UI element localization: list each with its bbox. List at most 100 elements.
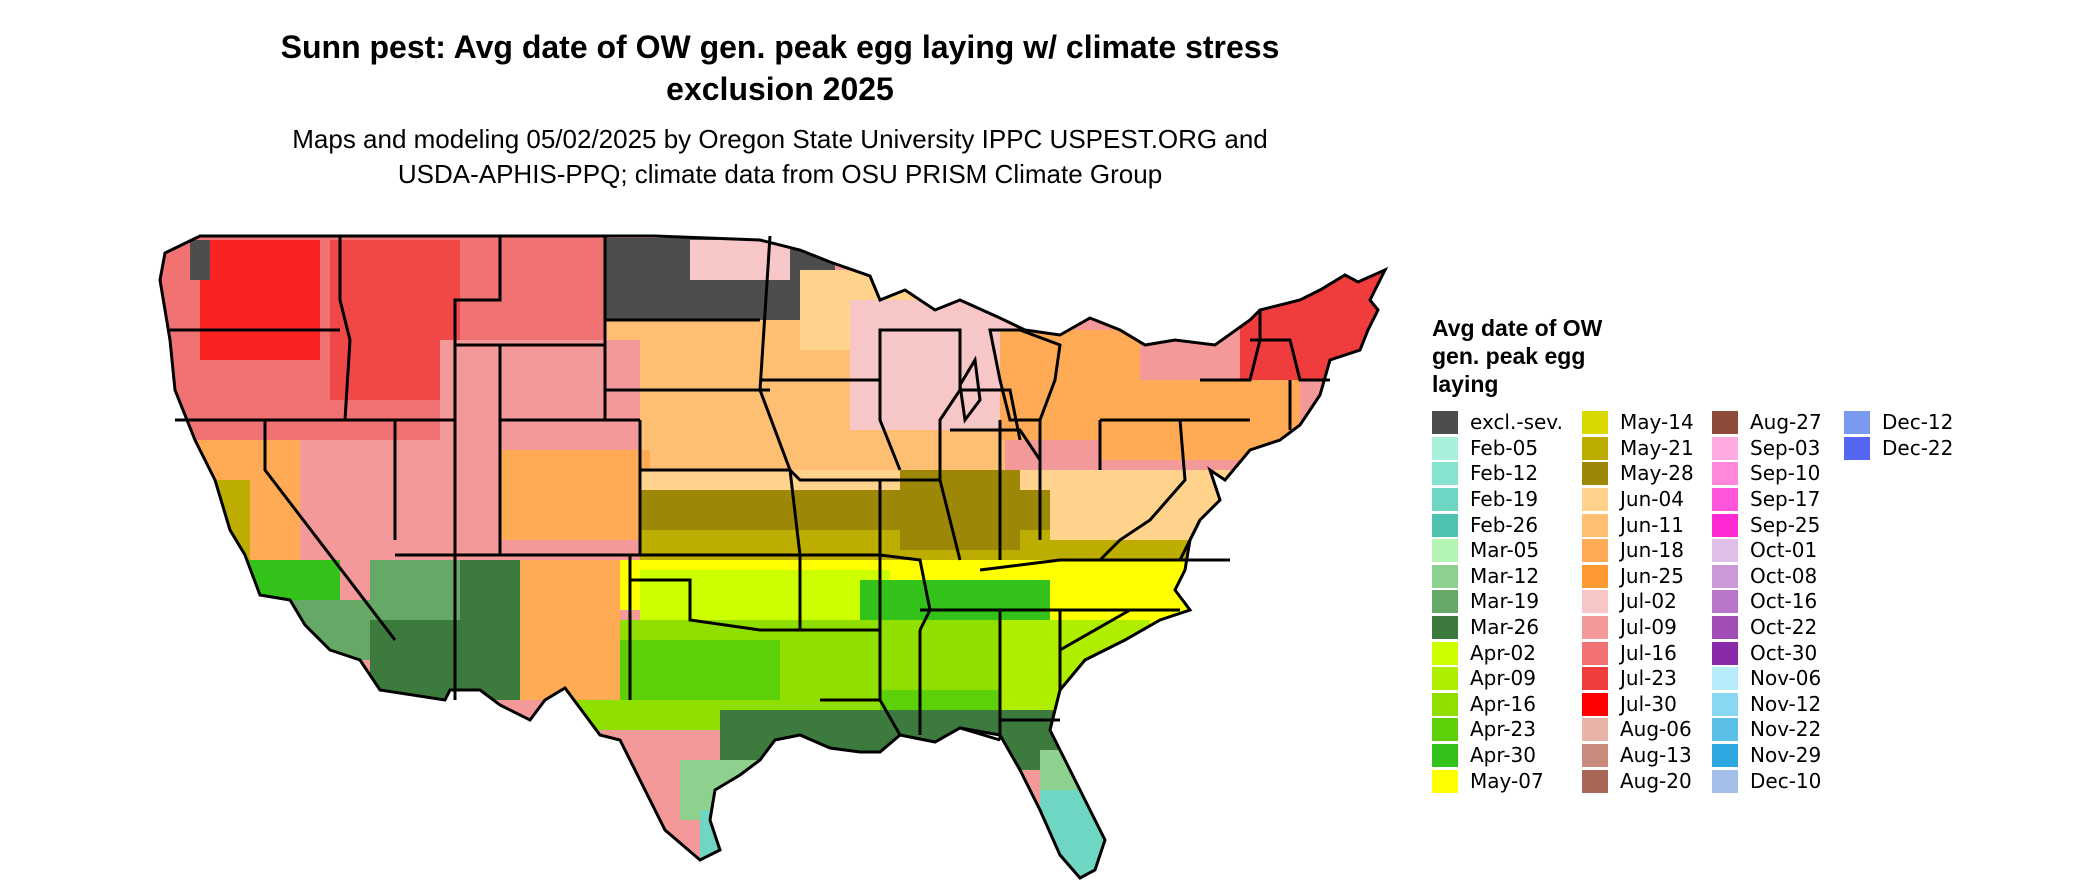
legend-label: Feb-19 — [1470, 487, 1539, 512]
legend-label: Dec-10 — [1750, 768, 1822, 793]
legend-label: May-07 — [1470, 768, 1544, 793]
legend-item: Nov-06 — [1712, 666, 1822, 692]
legend-swatch — [1432, 692, 1458, 716]
legend-swatch — [1432, 718, 1458, 742]
legend-label: Mar-19 — [1470, 589, 1540, 614]
legend-swatch — [1432, 769, 1458, 793]
legend-label: Feb-26 — [1470, 512, 1539, 537]
legend-item: Nov-22 — [1712, 717, 1822, 743]
legend-swatch — [1582, 744, 1608, 768]
legend-item: Apr-09 — [1432, 666, 1563, 692]
legend-label: May-21 — [1620, 435, 1694, 460]
legend-item: Oct-30 — [1712, 640, 1822, 666]
legend-swatch — [1712, 513, 1738, 537]
legend-title-line3: laying — [1432, 371, 1499, 397]
legend-label: Sep-17 — [1750, 487, 1821, 512]
legend-label: Oct-30 — [1750, 640, 1818, 665]
legend-swatch — [1712, 462, 1738, 486]
legend-swatch — [1432, 590, 1458, 614]
legend-swatch — [1712, 667, 1738, 691]
legend-item: Jul-09 — [1582, 615, 1694, 641]
legend-label: Jul-09 — [1620, 615, 1677, 640]
legend-swatch — [1432, 539, 1458, 563]
legend-column: excl.-sev. Feb-05 Feb-12 Feb-19 Feb-26 Mar-05… — [1432, 410, 1563, 794]
legend-item: Nov-12 — [1712, 692, 1822, 718]
legend-swatch — [1582, 539, 1608, 563]
legend-swatch — [1432, 411, 1458, 435]
legend-label: Nov-12 — [1750, 691, 1822, 716]
legend-item: Oct-08 — [1712, 564, 1822, 590]
legend-swatch — [1712, 564, 1738, 588]
legend-swatch — [1712, 539, 1738, 563]
legend-label: Oct-22 — [1750, 615, 1818, 640]
legend-label: Jun-18 — [1620, 538, 1684, 563]
legend-label: Mar-26 — [1470, 615, 1540, 640]
legend-swatch — [1712, 692, 1738, 716]
legend-item: Jun-18 — [1582, 538, 1694, 564]
legend-title-line2: gen. peak egg — [1432, 343, 1586, 369]
legend-item: Jul-30 — [1582, 692, 1694, 718]
legend-swatch — [1582, 564, 1608, 588]
legend-label: Apr-09 — [1470, 666, 1536, 691]
legend-item: Mar-26 — [1432, 615, 1563, 641]
map-subtitle-line1: Maps and modeling 05/02/2025 by Oregon S… — [292, 124, 1268, 154]
legend-item: May-21 — [1582, 436, 1694, 462]
legend-swatch — [1844, 411, 1870, 435]
legend-item: May-28 — [1582, 461, 1694, 487]
legend-column: Dec-12 Dec-22 — [1844, 410, 1953, 461]
legend-label: Dec-12 — [1882, 410, 1954, 435]
legend-item: Apr-23 — [1432, 717, 1563, 743]
legend-swatch — [1712, 641, 1738, 665]
legend-label: Mar-05 — [1470, 538, 1540, 563]
legend-item: Jun-04 — [1582, 487, 1694, 513]
legend-label: Mar-12 — [1470, 563, 1540, 588]
legend-item: Jun-25 — [1582, 564, 1694, 590]
legend-column: May-14 May-21 May-28 Jun-04 Jun-11 Jun-18 Jun-… — [1582, 410, 1694, 794]
legend-item: Feb-26 — [1432, 512, 1563, 538]
legend: excl.-sev. Feb-05 Feb-12 Feb-19 Feb-26 Mar-05… — [1432, 410, 2072, 802]
legend-item: Sep-03 — [1712, 436, 1822, 462]
legend-swatch — [1582, 718, 1608, 742]
legend-column: Aug-27 Sep-03 Sep-10 Sep-17 Sep-25 Oct-01 Oct-… — [1712, 410, 1822, 794]
legend-swatch — [1432, 641, 1458, 665]
legend-label: Sep-25 — [1750, 512, 1821, 537]
legend-swatch — [1712, 744, 1738, 768]
map-subtitle: Maps and modeling 05/02/2025 by Oregon S… — [200, 122, 1360, 192]
legend-label: Apr-30 — [1470, 743, 1536, 768]
legend-item: Apr-16 — [1432, 692, 1563, 718]
legend-item: Sep-17 — [1712, 487, 1822, 513]
legend-item: Aug-13 — [1582, 743, 1694, 769]
legend-item: Aug-27 — [1712, 410, 1822, 436]
map-title: Sunn pest: Avg date of OW gen. peak egg … — [200, 26, 1360, 110]
legend-swatch — [1432, 462, 1458, 486]
legend-label: Sep-03 — [1750, 435, 1821, 460]
legend-swatch — [1712, 590, 1738, 614]
legend-swatch — [1432, 513, 1458, 537]
legend-label: Sep-10 — [1750, 461, 1821, 486]
legend-swatch — [1582, 462, 1608, 486]
legend-label: Aug-27 — [1750, 410, 1822, 435]
legend-label: Nov-06 — [1750, 666, 1822, 691]
legend-swatch — [1582, 769, 1608, 793]
legend-label: Oct-16 — [1750, 589, 1818, 614]
legend-item: Aug-20 — [1582, 768, 1694, 794]
legend-swatch — [1432, 667, 1458, 691]
legend-label: Feb-12 — [1470, 461, 1539, 486]
map-subtitle-line2: USDA-APHIS-PPQ; climate data from OSU PR… — [397, 159, 1163, 189]
legend-swatch — [1844, 436, 1870, 460]
legend-swatch — [1582, 488, 1608, 512]
legend-label: May-28 — [1620, 461, 1694, 486]
legend-item: Mar-05 — [1432, 538, 1563, 564]
legend-swatch — [1712, 616, 1738, 640]
legend-label: Jul-23 — [1620, 666, 1677, 691]
legend-swatch — [1582, 641, 1608, 665]
legend-label: Nov-29 — [1750, 743, 1822, 768]
legend-label: Jun-11 — [1620, 512, 1684, 537]
legend-swatch — [1712, 488, 1738, 512]
legend-item: Feb-05 — [1432, 436, 1563, 462]
legend-label: Jun-25 — [1620, 563, 1684, 588]
legend-item: Sep-10 — [1712, 461, 1822, 487]
legend-title-line1: Avg date of OW — [1432, 315, 1603, 341]
legend-label: excl.-sev. — [1470, 410, 1563, 435]
legend-swatch — [1432, 616, 1458, 640]
